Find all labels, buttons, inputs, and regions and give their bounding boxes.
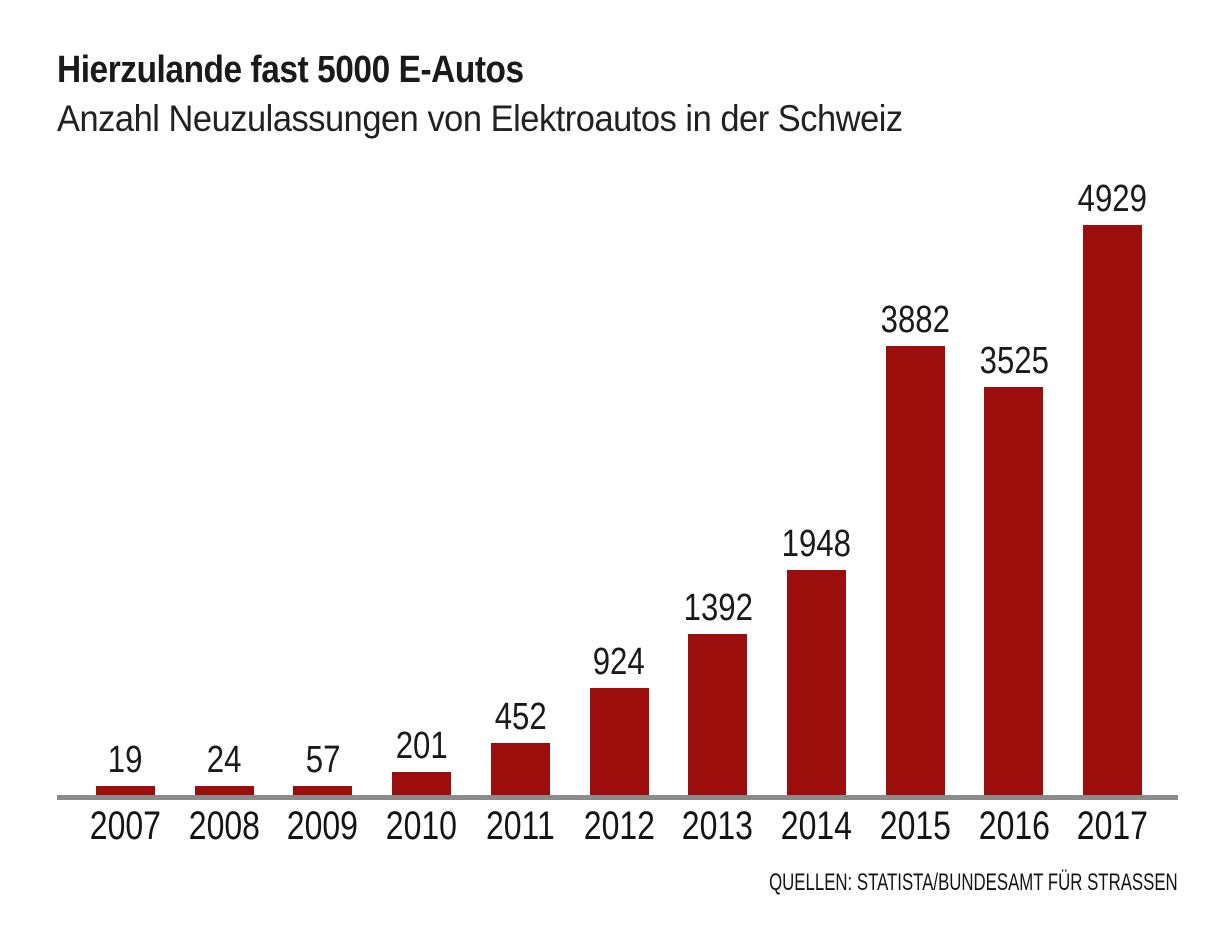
bar-value-label: 4929 [1078, 178, 1148, 220]
bar-2011 [490, 743, 550, 795]
bar-column: 201 [372, 727, 471, 795]
bar-value-label: 1392 [683, 587, 753, 629]
chart-subtitle: Anzahl Neuzulassungen von Elektroautos i… [57, 98, 903, 139]
bar-2007 [95, 786, 155, 795]
x-axis-labels: 2007 2008 2009 2010 2011 2012 2013 2014 2015 2016… [76, 806, 1162, 846]
x-tick-label: 2016 [978, 804, 1050, 848]
x-tick-label: 2014 [780, 804, 853, 848]
x-tick-label: 2010 [385, 804, 458, 848]
bar-value-label: 57 [305, 739, 341, 781]
bar-value-label: 24 [206, 739, 242, 781]
bar-value-label: 924 [593, 641, 646, 683]
bar-2009 [293, 786, 353, 795]
bar-column: 4929 [1063, 180, 1162, 795]
bar-2016 [984, 387, 1044, 795]
bar-column: 19 [76, 741, 175, 795]
bar-column: 3882 [866, 301, 965, 795]
bar-value-label: 19 [108, 739, 143, 781]
chart-title: Hierzulande fast 5000 E-Autos [57, 49, 524, 91]
bar-column: 452 [471, 698, 570, 795]
bar-value-label: 1948 [781, 523, 852, 565]
x-tick-label: 2007 [89, 804, 161, 848]
bars-area: 19 24 57 201 452 924 1392 1948 3882 3525 4929 [76, 135, 1162, 795]
x-tick-label: 2011 [485, 804, 555, 848]
bar-2017 [1083, 225, 1143, 795]
bar-column: 3525 [965, 342, 1064, 795]
bar-column: 924 [570, 643, 669, 795]
bar-2010 [392, 772, 452, 795]
x-tick-label: 2009 [287, 804, 359, 848]
x-tick-label: 2012 [583, 804, 655, 848]
bar-2012 [589, 688, 649, 795]
bar-value-label: 201 [395, 725, 448, 767]
bar-2014 [787, 570, 846, 795]
x-tick-label: 2008 [188, 804, 260, 848]
x-axis-line [57, 795, 1178, 800]
bar-2015 [885, 346, 945, 795]
bar-column: 1948 [767, 525, 866, 795]
x-tick-label: 2017 [1077, 804, 1149, 848]
bar-value-label: 452 [494, 696, 547, 738]
bar-2008 [194, 786, 254, 795]
bar-column: 1392 [668, 589, 767, 795]
x-tick-label: 2013 [682, 804, 754, 848]
bar-value-label: 3525 [979, 340, 1049, 382]
bar-column: 57 [273, 741, 372, 795]
x-tick-label: 2015 [879, 804, 951, 848]
bar-column: 24 [175, 741, 274, 795]
source-caption: QUELLEN: STATISTA/BUNDESAMT FÜR STRASSEN [769, 869, 1178, 896]
bar-2013 [688, 634, 748, 795]
bar-value-label: 3882 [880, 299, 950, 341]
